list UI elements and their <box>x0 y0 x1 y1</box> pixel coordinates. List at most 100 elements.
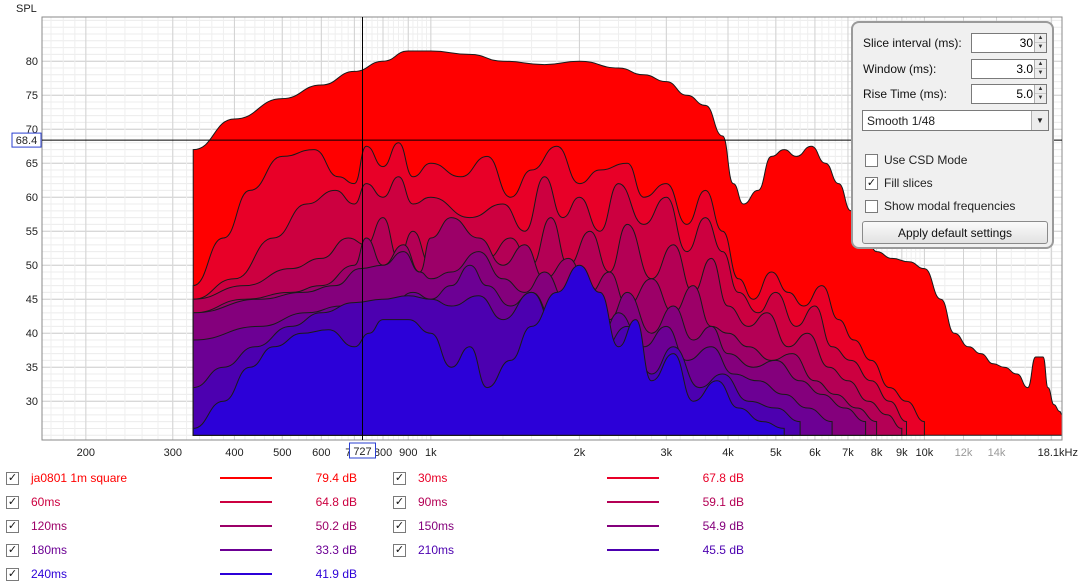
legend-checkbox[interactable]: ✓ <box>6 495 19 509</box>
x-tick-label: 5k <box>770 447 782 459</box>
legend-label: 150ms <box>418 519 455 533</box>
legend-value: 50.2 dB <box>315 519 357 533</box>
spin-up-icon[interactable]: ▲ <box>1035 60 1046 69</box>
legend-swatch <box>220 525 272 527</box>
x-tick-label: 2k <box>574 447 586 459</box>
legend-swatch <box>220 501 272 503</box>
x-tick-label: 400 <box>225 447 243 459</box>
legend-item[interactable]: ✓ 210ms <box>393 542 454 558</box>
legend-item[interactable]: ✓ 180ms <box>6 542 67 558</box>
legend-value: 33.3 dB <box>315 543 357 557</box>
apply-default-settings-button[interactable]: Apply default settings <box>862 221 1048 244</box>
window-spinner[interactable]: ▲▼ <box>971 59 1047 79</box>
legend-checkbox[interactable]: ✓ <box>393 495 406 509</box>
legend-checkbox[interactable]: ✓ <box>6 519 19 533</box>
y-tick-label: 50 <box>26 260 38 272</box>
legend: ✓ ja0801 1m square 79.4 dB ✓ 30ms 67.8 dB ✓ 60m… <box>0 464 1084 588</box>
legend-checkbox[interactable]: ✓ <box>6 543 19 557</box>
legend-swatch <box>220 573 272 575</box>
legend-value: 59.1 dB <box>702 495 744 509</box>
legend-checkbox[interactable]: ✓ <box>393 519 406 533</box>
x-tick-label: 1k <box>425 447 437 459</box>
x-tick-label: 800 <box>374 447 392 459</box>
spin-up-icon[interactable]: ▲ <box>1035 34 1046 43</box>
legend-item[interactable]: ✓ 120ms <box>6 518 67 534</box>
y-tick-label: 60 <box>26 192 38 204</box>
legend-swatch <box>607 525 659 527</box>
legend-label: 30ms <box>418 471 448 485</box>
x-tick-label: 200 <box>77 447 95 459</box>
modal-frequencies-checkbox[interactable] <box>865 199 878 213</box>
legend-item[interactable]: ✓ 240ms <box>6 566 67 582</box>
fill-slices-checkbox[interactable]: ✓ <box>865 176 878 190</box>
cursor-x-box <box>348 442 376 459</box>
legend-label: ja0801 1m square <box>31 471 128 485</box>
window-label: Window (ms): <box>863 62 937 76</box>
rise-time-label: Rise Time (ms): <box>863 87 947 101</box>
legend-checkbox[interactable]: ✓ <box>393 471 406 485</box>
legend-label: 60ms <box>31 495 61 509</box>
x-tick-label: 10k <box>916 447 934 459</box>
x-tick-label: 4k <box>722 447 734 459</box>
legend-item[interactable]: ✓ 30ms <box>393 470 447 486</box>
y-axis-label: SPL <box>16 3 37 15</box>
rise-time-spinner[interactable]: ▲▼ <box>971 84 1047 104</box>
slice-interval-input[interactable] <box>972 34 1036 52</box>
use-csd-row[interactable]: Use CSD Mode <box>865 152 967 168</box>
legend-checkbox[interactable]: ✓ <box>6 471 19 485</box>
slice-interval-spinner[interactable]: ▲▼ <box>971 33 1047 53</box>
waterfall-chart[interactable]: 30 35 40 45 50 55 60 65 70 75 80 SPL 200 300 400 500 600… <box>0 0 1084 462</box>
spin-down-icon[interactable]: ▼ <box>1035 43 1046 52</box>
legend-value: 67.8 dB <box>702 471 744 485</box>
legend-swatch <box>220 549 272 551</box>
cursor-x-label: 727 <box>353 446 371 458</box>
x-tick-label: 500 <box>273 447 291 459</box>
spin-up-icon[interactable]: ▲ <box>1035 85 1046 94</box>
modal-frequencies-label: Show modal frequencies <box>884 199 1016 213</box>
control-panel: Slice interval (ms): ▲▼ Window (ms): ▲▼ … <box>851 21 1054 249</box>
legend-checkbox[interactable]: ✓ <box>393 543 406 557</box>
legend-swatch <box>607 501 659 503</box>
legend-label: 210ms <box>418 543 455 557</box>
y-tick-label: 80 <box>26 56 38 68</box>
legend-label: 240ms <box>31 567 68 581</box>
y-tick-label: 65 <box>26 158 38 170</box>
slice-interval-label: Slice interval (ms): <box>863 36 962 50</box>
legend-item[interactable]: ✓ 150ms <box>393 518 454 534</box>
legend-swatch <box>607 477 659 479</box>
y-tick-label: 45 <box>26 294 38 306</box>
spin-down-icon[interactable]: ▼ <box>1035 69 1046 78</box>
use-csd-checkbox[interactable] <box>865 153 878 167</box>
y-tick-label: 55 <box>26 226 38 238</box>
legend-swatch <box>220 477 272 479</box>
x-tick-label: 300 <box>164 447 182 459</box>
x-tick-label: 18.1kHz <box>1038 447 1078 459</box>
y-tick-label: 30 <box>26 396 38 408</box>
x-tick-label: 900 <box>399 447 417 459</box>
legend-checkbox[interactable]: ✓ <box>6 567 19 581</box>
legend-label: 90ms <box>418 495 448 509</box>
smoothing-value: Smooth 1/48 <box>867 114 936 128</box>
legend-value: 54.9 dB <box>702 519 744 533</box>
y-tick-label: 40 <box>26 328 38 340</box>
window-input[interactable] <box>972 60 1036 78</box>
legend-label: 120ms <box>31 519 68 533</box>
x-tick-label: 600 <box>312 447 330 459</box>
rise-time-input[interactable] <box>972 85 1036 103</box>
use-csd-label: Use CSD Mode <box>884 153 968 167</box>
y-tick-label: 35 <box>26 362 38 374</box>
legend-item[interactable]: ✓ ja0801 1m square <box>6 470 127 486</box>
spin-down-icon[interactable]: ▼ <box>1035 94 1046 103</box>
legend-item[interactable]: ✓ 60ms <box>6 494 60 510</box>
fill-slices-row[interactable]: ✓ Fill slices <box>865 175 933 191</box>
chevron-down-icon[interactable]: ▼ <box>1031 111 1048 130</box>
cursor-y-label: 68.4 <box>16 135 37 147</box>
modal-frequencies-row[interactable]: Show modal frequencies <box>865 198 1015 214</box>
smoothing-select[interactable]: Smooth 1/48 ▼ <box>862 110 1049 131</box>
rise-time-row: Rise Time (ms): <box>863 84 947 104</box>
legend-item[interactable]: ✓ 90ms <box>393 494 447 510</box>
slice-interval-row: Slice interval (ms): <box>863 33 962 53</box>
plot-frame <box>41 16 1063 441</box>
legend-label: 180ms <box>31 543 68 557</box>
